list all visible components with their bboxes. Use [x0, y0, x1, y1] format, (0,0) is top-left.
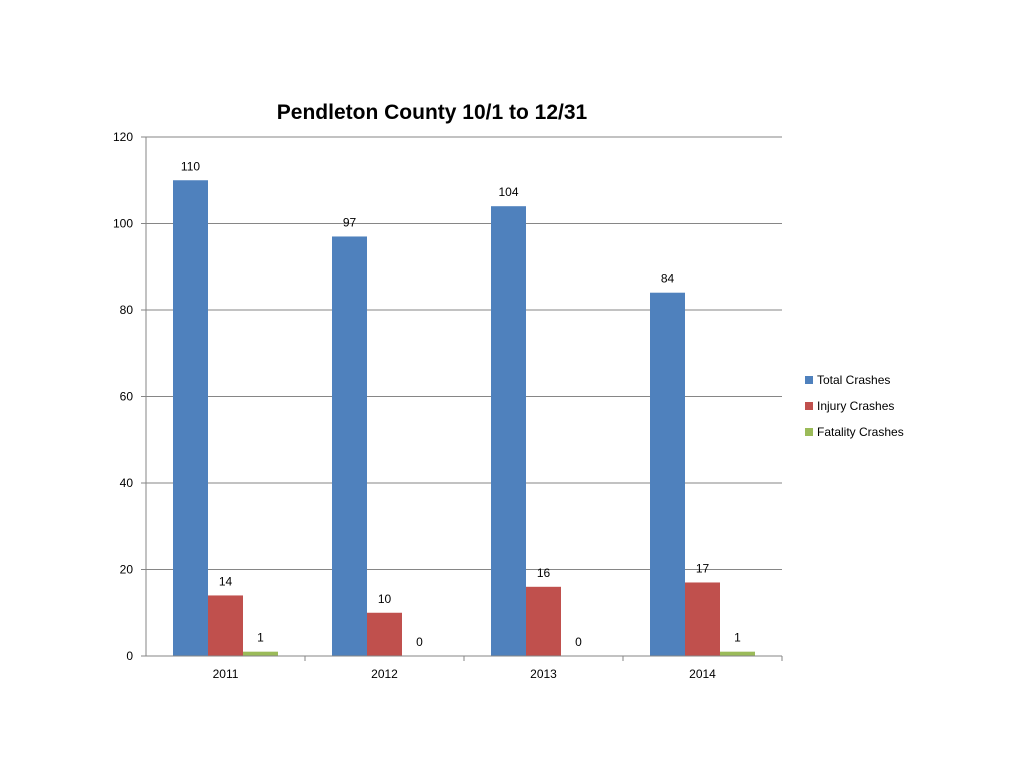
bar-fatality-crashes-2014 [720, 651, 755, 656]
bars [173, 180, 755, 656]
legend-entry: Injury Crashes [817, 399, 894, 413]
data-label: 104 [498, 185, 518, 199]
bar-total-crashes-2014 [650, 292, 685, 656]
x-tick-label: 2011 [213, 667, 239, 681]
data-label: 14 [219, 574, 233, 588]
y-tick-label: 0 [126, 649, 133, 663]
data-label: 0 [416, 635, 423, 649]
data-label: 17 [696, 561, 710, 575]
bar-injury-crashes-2012 [367, 612, 402, 656]
legend-swatch [805, 428, 813, 436]
data-label: 1 [734, 631, 741, 645]
y-tick-label: 120 [113, 130, 133, 144]
data-label: 110 [181, 159, 200, 173]
legend: Total Crashes Injury Crashes Fatality Cras… [805, 373, 904, 439]
bar-injury-crashes-2014 [685, 582, 720, 656]
axes [145, 137, 782, 657]
y-tick-label: 20 [120, 563, 134, 577]
x-tick-label: 2012 [371, 667, 398, 681]
y-tick-label: 60 [120, 390, 134, 404]
legend-entry: Total Crashes [817, 373, 890, 387]
x-axis-ticks: 2011 2012 2013 2014 [213, 656, 783, 681]
data-label: 97 [343, 215, 357, 229]
y-axis-ticks: 0 20 40 60 80 100 120 [113, 130, 146, 663]
chart-title: Pendleton County 10/1 to 12/31 [277, 101, 588, 124]
data-label: 84 [661, 272, 675, 286]
bar-total-crashes-2012 [332, 236, 367, 656]
data-label: 0 [575, 635, 582, 649]
legend-swatch [805, 402, 813, 410]
bar-fatality-crashes-2011 [243, 651, 278, 656]
bar-total-crashes-2013 [491, 206, 526, 656]
gridlines [146, 136, 782, 570]
data-label: 10 [378, 592, 392, 606]
x-tick-label: 2014 [689, 667, 716, 681]
bar-total-crashes-2011 [173, 180, 208, 656]
data-labels: 110 14 1 97 10 0 104 16 0 84 17 1 [181, 159, 741, 649]
bar-injury-crashes-2013 [526, 586, 561, 656]
legend-entry: Fatality Crashes [817, 425, 904, 439]
bar-injury-crashes-2011 [208, 595, 243, 656]
y-tick-label: 40 [120, 476, 134, 490]
data-label: 16 [537, 566, 551, 580]
x-tick-label: 2013 [530, 667, 557, 681]
y-tick-label: 80 [120, 303, 134, 317]
y-tick-label: 100 [113, 217, 133, 231]
legend-swatch [805, 376, 813, 384]
data-label: 1 [257, 631, 264, 645]
